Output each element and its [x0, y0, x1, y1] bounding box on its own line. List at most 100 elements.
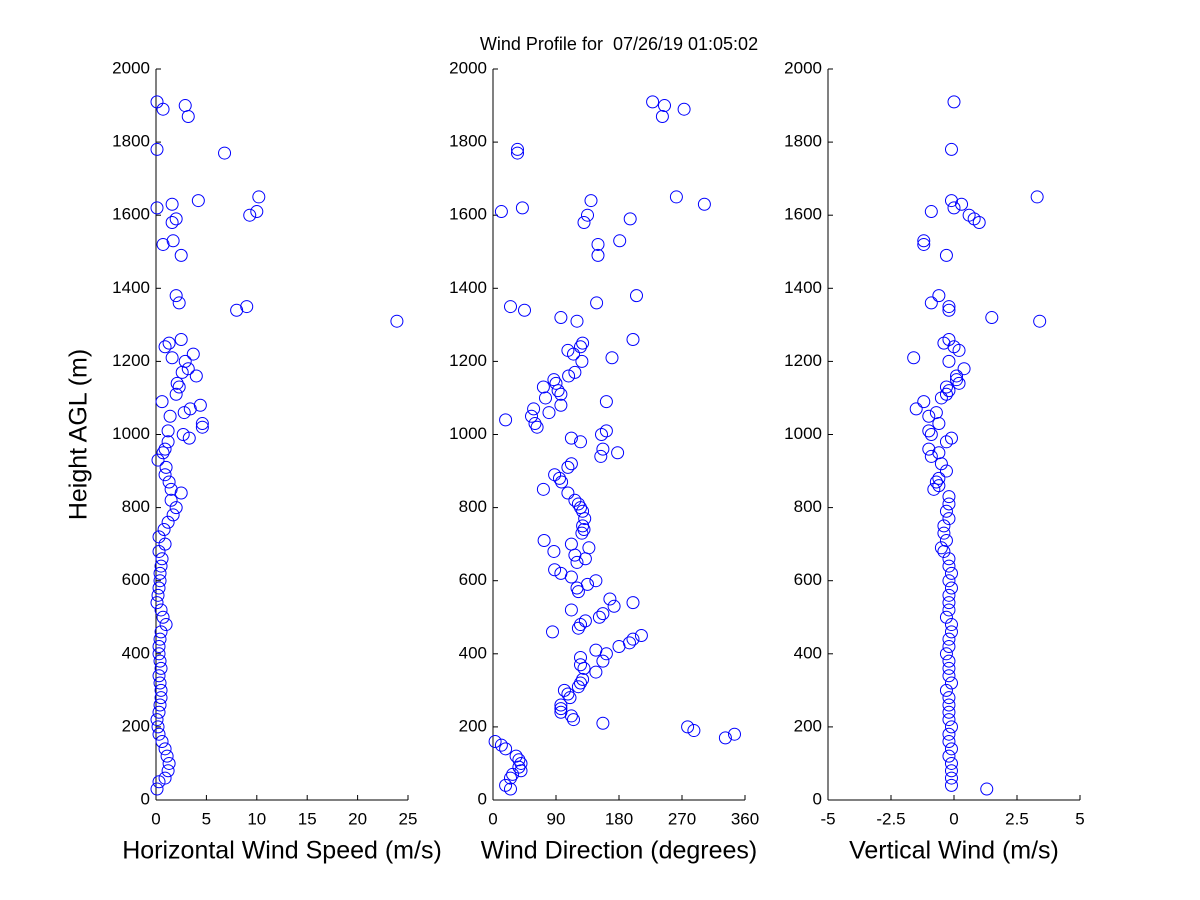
point [937, 544, 951, 558]
point [564, 570, 578, 584]
point [499, 742, 513, 756]
y-tick-label: 1000 [449, 424, 487, 443]
y-tick-label: 2000 [784, 58, 822, 77]
point [924, 449, 938, 463]
point [942, 596, 956, 610]
point [155, 552, 169, 566]
point [578, 552, 592, 566]
point [613, 234, 627, 248]
point [159, 618, 173, 632]
y-tick-label: 0 [813, 789, 822, 808]
point [630, 289, 643, 303]
point [218, 146, 232, 160]
point [576, 336, 590, 350]
point [590, 296, 604, 310]
point [942, 552, 956, 566]
point [156, 610, 170, 624]
point [528, 417, 542, 431]
y-tick-label: 1200 [112, 351, 150, 370]
point [153, 676, 167, 690]
point [165, 216, 179, 230]
point [952, 376, 966, 390]
x-tick-label: 15 [298, 809, 317, 828]
point [929, 475, 943, 489]
point [564, 457, 578, 471]
point [576, 504, 590, 518]
point [578, 512, 592, 526]
point [942, 749, 956, 763]
chart-title: Wind Profile for 07/26/19 01:05:02 [480, 34, 758, 54]
point [515, 201, 529, 215]
point [195, 417, 209, 431]
point [553, 471, 566, 485]
point [924, 428, 938, 441]
y-tick-label: 1600 [112, 205, 150, 224]
point [156, 446, 170, 460]
point [571, 680, 585, 694]
point [942, 661, 956, 675]
point [571, 621, 585, 635]
y-tick-label: 1800 [784, 132, 822, 151]
point [530, 420, 544, 434]
point [939, 504, 953, 518]
point [942, 497, 956, 511]
point [957, 362, 971, 376]
point [934, 391, 948, 405]
point [934, 541, 948, 555]
point [917, 234, 931, 248]
point [944, 720, 958, 734]
point [924, 296, 938, 310]
point [153, 632, 167, 646]
point [939, 464, 953, 478]
x-tick-label: -5 [820, 809, 835, 828]
y-tick-label: 800 [122, 497, 150, 516]
point [161, 515, 175, 529]
x-tick-label: 180 [605, 809, 633, 828]
y-tick-label: 1400 [784, 278, 822, 297]
point [161, 764, 175, 778]
point [165, 197, 179, 211]
point [937, 336, 951, 350]
point [250, 205, 264, 219]
point [150, 596, 164, 610]
point [985, 311, 999, 325]
point [611, 446, 625, 460]
x-tick-label: -2.5 [876, 809, 905, 828]
point [511, 142, 524, 156]
point [591, 248, 605, 262]
point [589, 574, 603, 588]
point [571, 585, 585, 599]
point [944, 778, 958, 792]
x-tick-label: 0 [488, 809, 497, 828]
point [158, 468, 172, 482]
point [561, 460, 575, 474]
point [153, 566, 167, 580]
point [240, 300, 254, 314]
point [154, 683, 168, 697]
point [504, 782, 517, 796]
point [172, 296, 186, 310]
point [574, 618, 587, 632]
y-tick-label: 0 [478, 789, 487, 808]
point [592, 610, 606, 624]
y-tick-label: 2000 [112, 58, 150, 77]
y-tick-label: 1600 [784, 205, 822, 224]
x-tick-label: 10 [247, 809, 266, 828]
point [157, 523, 171, 537]
point [607, 599, 621, 613]
point [564, 431, 578, 445]
point [942, 698, 956, 712]
point [154, 559, 168, 573]
point [626, 632, 640, 646]
point [152, 705, 166, 719]
point [512, 753, 526, 767]
y-tick-label: 1800 [449, 132, 487, 151]
point [151, 588, 165, 602]
point [390, 314, 404, 328]
point [955, 197, 969, 211]
point [564, 709, 578, 723]
point [932, 289, 946, 303]
point [551, 384, 565, 398]
y-tick-label: 1800 [112, 132, 150, 151]
point [169, 289, 183, 303]
